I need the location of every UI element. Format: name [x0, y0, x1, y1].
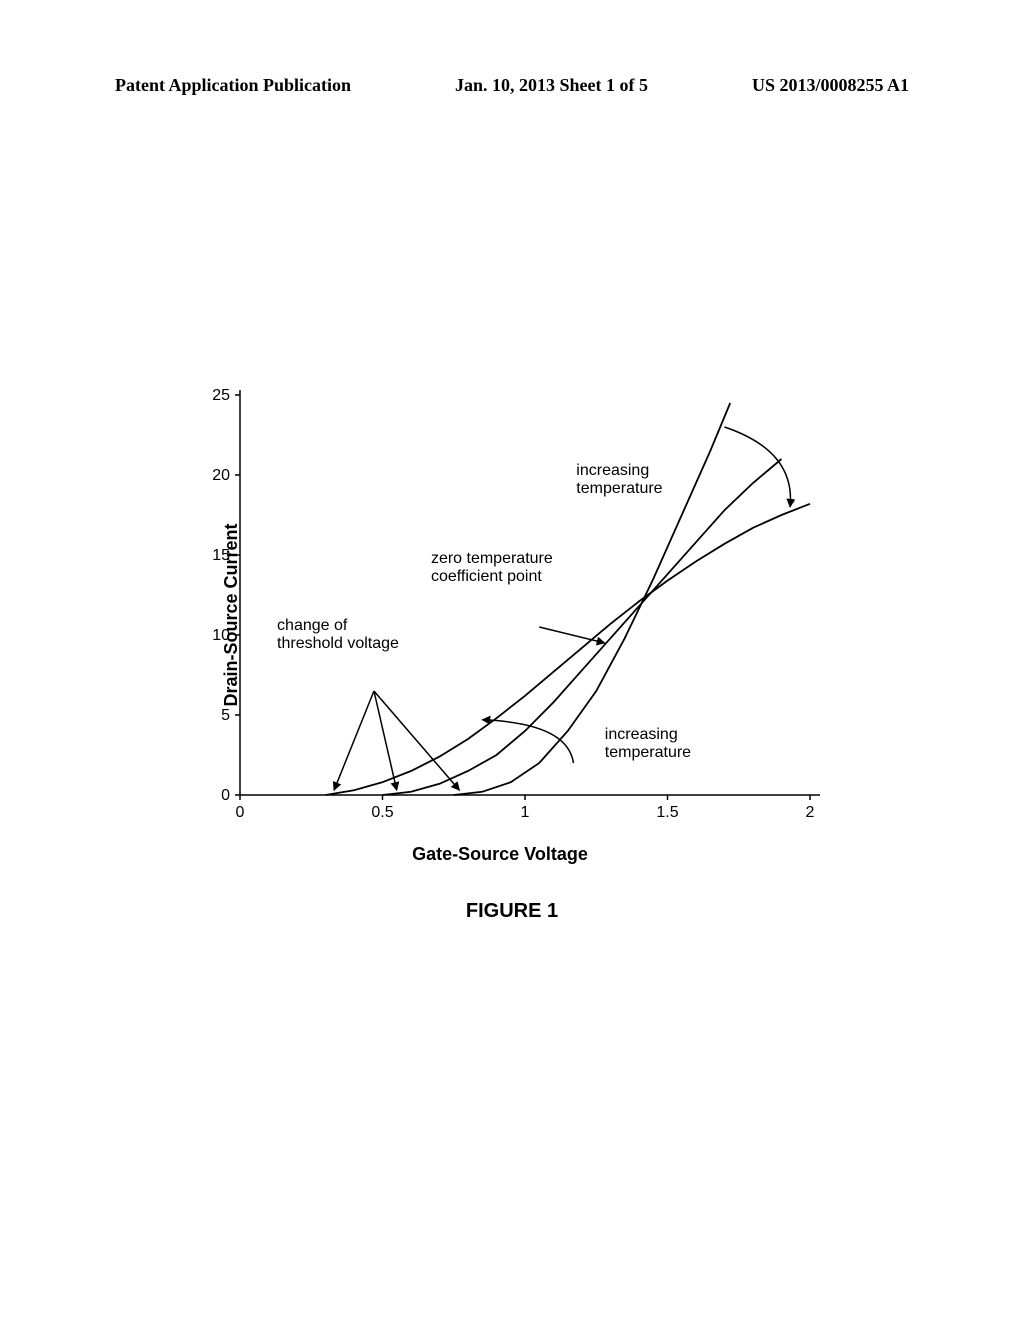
svg-text:2: 2 — [806, 804, 815, 821]
svg-text:1: 1 — [521, 804, 530, 821]
svg-text:1.5: 1.5 — [656, 804, 678, 821]
page-header: Patent Application Publication Jan. 10, … — [0, 75, 1024, 96]
svg-text:5: 5 — [221, 707, 230, 724]
header-right: US 2013/0008255 A1 — [752, 75, 909, 96]
x-axis-label: Gate-Source Voltage — [412, 844, 588, 865]
svg-text:change of: change of — [277, 617, 348, 634]
svg-text:temperature: temperature — [576, 480, 662, 497]
header-center: Jan. 10, 2013 Sheet 1 of 5 — [455, 75, 648, 96]
y-axis-label: Drain-Source Current — [221, 523, 242, 706]
svg-text:coefficient point: coefficient point — [431, 568, 542, 585]
svg-text:zero temperature: zero temperature — [431, 550, 553, 567]
svg-text:temperature: temperature — [605, 744, 691, 761]
svg-text:increasing: increasing — [605, 726, 678, 743]
svg-text:25: 25 — [212, 387, 230, 404]
svg-text:0: 0 — [236, 804, 245, 821]
header-left: Patent Application Publication — [115, 75, 351, 96]
svg-text:20: 20 — [212, 467, 230, 484]
svg-text:increasing: increasing — [576, 462, 649, 479]
figure-label: FIGURE 1 — [466, 900, 558, 923]
svg-text:0.5: 0.5 — [371, 804, 393, 821]
chart: Drain-Source Current 051015202500.511.52… — [170, 375, 830, 855]
chart-svg: 051015202500.511.52change ofthreshold vo… — [170, 375, 830, 855]
svg-text:0: 0 — [221, 787, 230, 804]
svg-text:threshold voltage: threshold voltage — [277, 635, 399, 652]
